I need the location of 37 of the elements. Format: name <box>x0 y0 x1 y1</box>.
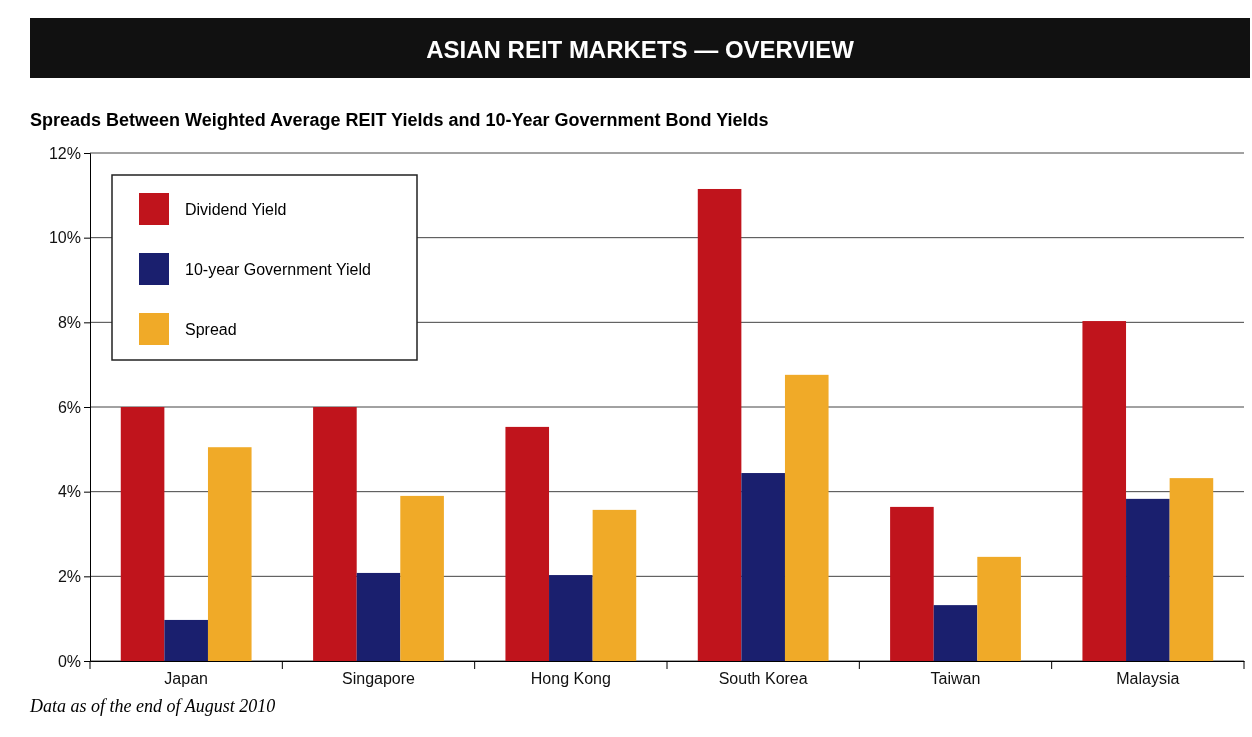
y-tick-label: 0% <box>57 652 81 670</box>
bar <box>207 447 252 661</box>
x-tick-label: Singapore <box>342 670 416 688</box>
y-tick-label: 10% <box>48 229 81 247</box>
bar <box>400 495 444 661</box>
bar <box>890 506 934 661</box>
bar <box>1082 321 1127 661</box>
bar <box>933 605 978 661</box>
bar <box>592 509 637 661</box>
x-tick-label: South Korea <box>718 670 808 688</box>
bar <box>697 188 742 661</box>
bar <box>356 572 401 661</box>
y-tick-label: 4% <box>57 483 81 501</box>
legend-label: Spread <box>185 321 237 338</box>
x-tick-label: Malaysia <box>1116 670 1180 688</box>
x-tick-label: Japan <box>164 670 208 688</box>
bar <box>164 619 208 661</box>
bar <box>977 556 1021 661</box>
bar <box>313 407 357 661</box>
y-tick-label: 12% <box>48 144 81 162</box>
bar <box>505 426 550 661</box>
y-tick-label: 8% <box>57 313 81 331</box>
legend-label: 10-year Government Yield <box>185 261 371 278</box>
x-tick-label: Hong Kong <box>530 670 611 688</box>
bar <box>1169 478 1214 661</box>
x-tick-label: Taiwan <box>930 670 981 688</box>
text: Data as of the end of August 2010 <box>29 696 276 716</box>
bar <box>741 473 785 661</box>
bar <box>1126 498 1170 661</box>
bar <box>784 374 829 661</box>
bar <box>120 407 165 661</box>
y-tick-label: 2% <box>57 567 81 585</box>
bar <box>549 575 593 661</box>
chart-title: ASIAN REIT MARKETS — OVERVIEW <box>426 36 855 63</box>
legend-label: Dividend Yield <box>185 201 287 218</box>
chart-subtitle: Spreads Between Weighted Average REIT Yields and 10-Year Government Bond Yields <box>30 110 769 130</box>
y-tick-label: 6% <box>57 398 81 416</box>
